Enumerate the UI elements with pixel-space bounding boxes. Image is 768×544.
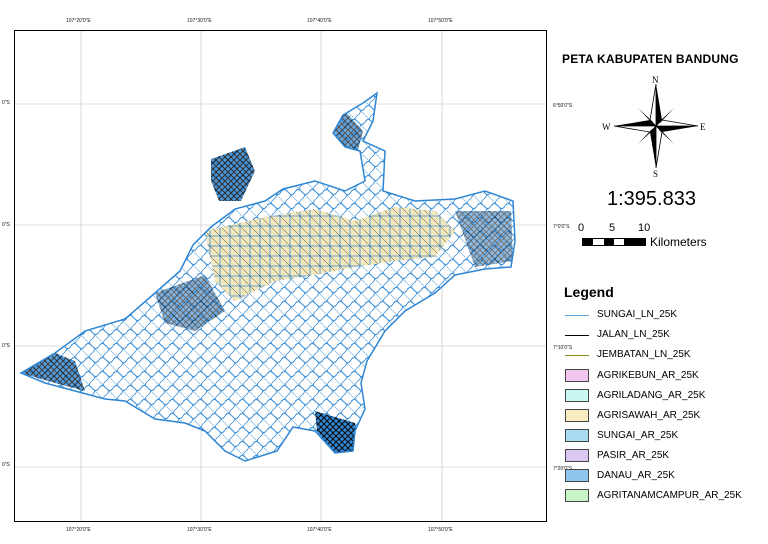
scalebar-label-10: 10: [638, 222, 651, 234]
legend-label-sungai-ar: SUNGAI_AR_25K: [597, 430, 679, 441]
scalebar-unit: Kilometers: [650, 235, 707, 249]
kabupaten-bandung-region[interactable]: [15, 31, 547, 522]
legend-swatch-pasir: [565, 449, 589, 462]
legend-label-danau: DANAU_AR_25K: [597, 470, 675, 481]
scalebar-label-0: 0: [578, 222, 585, 234]
lat-tick-left-3: 0"S: [2, 343, 10, 349]
lon-tick-top-4: 107°50'0"E: [428, 18, 453, 24]
lon-tick-top-1: 107°20'0"E: [66, 18, 91, 24]
lat-tick-right-3: 7°10'0"S: [553, 345, 573, 351]
legend-label-jalan-ln: JALAN_LN_25K: [597, 329, 670, 340]
lon-tick-top-3: 107°40'0"E: [307, 18, 332, 24]
lat-tick-left-2: 0"S: [2, 222, 10, 228]
map-frame[interactable]: [14, 30, 547, 522]
lat-tick-right-4: 7°20'0"S: [553, 466, 573, 472]
lat-tick-left-4: 0"S: [2, 462, 10, 468]
legend-swatch-agriladang: [565, 389, 589, 402]
legend-swatch-agrisawah: [565, 409, 589, 422]
legend-label-agriladang: AGRILADANG_AR_25K: [597, 390, 706, 401]
legend-title: Legend: [564, 284, 614, 300]
scalebar: [582, 238, 646, 246]
map-canvas[interactable]: [15, 31, 547, 522]
legend-label-sungai-ln: SUNGAI_LN_25K: [597, 309, 678, 320]
lat-tick-right-2: 7°0'0"S: [553, 224, 570, 230]
north-label: N: [652, 75, 659, 85]
legend-swatch-agritanamcampur: [565, 489, 589, 502]
lon-tick-bottom-3: 107°40'0"E: [307, 527, 332, 533]
legend-label-agritanamcampur: AGRITANAMCAMPUR_AR_25K: [597, 490, 742, 501]
legend-swatch-sungai-ln: [565, 315, 589, 316]
east-label: E: [700, 122, 706, 132]
scalebar-label-5: 5: [609, 222, 616, 234]
lat-tick-right-1: 6°50'0"S: [553, 103, 573, 109]
legend-swatch-danau: [565, 469, 589, 482]
scale-ratio: 1:395.833: [607, 188, 696, 210]
legend-swatch-agrikebun: [565, 369, 589, 382]
lon-tick-bottom-4: 107°50'0"E: [428, 527, 453, 533]
lon-tick-bottom-2: 107°30'0"E: [187, 527, 212, 533]
legend-label-jembatan-ln: JEMBATAN_LN_25K: [597, 349, 691, 360]
west-label: W: [602, 122, 611, 132]
lat-tick-left-1: 0"S: [2, 100, 10, 106]
lon-tick-top-2: 107°30'0"E: [187, 18, 212, 24]
legend-label-pasir: PASIR_AR_25K: [597, 450, 670, 461]
legend-label-agrikebun: AGRIKEBUN_AR_25K: [597, 370, 699, 381]
legend-label-agrisawah: AGRISAWAH_AR_25K: [597, 410, 701, 421]
map-title: PETA KABUPATEN BANDUNG: [562, 52, 739, 66]
legend-swatch-sungai-ar: [565, 429, 589, 442]
compass-rose-icon: N S E W: [602, 75, 706, 178]
south-label: S: [653, 169, 658, 178]
legend-swatch-jalan-ln: [565, 335, 589, 336]
lon-tick-bottom-1: 107°20'0"E: [66, 527, 91, 533]
legend-swatch-jembatan-ln: [565, 355, 589, 356]
